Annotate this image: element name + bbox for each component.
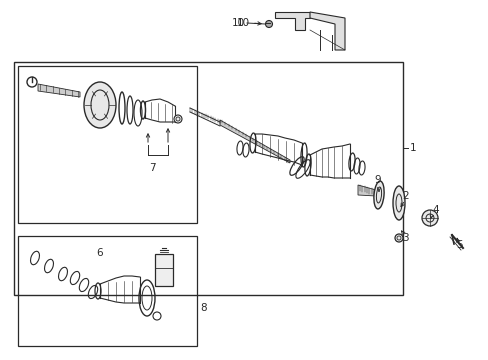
Polygon shape xyxy=(220,120,289,163)
Bar xyxy=(18,66,197,223)
Ellipse shape xyxy=(392,186,404,220)
Ellipse shape xyxy=(373,181,384,209)
Text: 3: 3 xyxy=(401,233,408,243)
Text: 5: 5 xyxy=(455,240,462,250)
Text: 8: 8 xyxy=(200,303,206,313)
Text: 7: 7 xyxy=(148,163,155,173)
Polygon shape xyxy=(274,12,309,30)
Bar xyxy=(18,236,197,346)
Text: 10: 10 xyxy=(236,18,249,28)
Ellipse shape xyxy=(84,82,116,128)
Circle shape xyxy=(421,210,437,226)
Polygon shape xyxy=(309,12,345,50)
Bar xyxy=(155,254,173,286)
Text: 6: 6 xyxy=(97,248,103,258)
Text: 1: 1 xyxy=(409,143,416,153)
Text: 9: 9 xyxy=(374,175,381,185)
Text: 2: 2 xyxy=(401,191,408,201)
Text: 10: 10 xyxy=(231,18,244,28)
Circle shape xyxy=(265,21,272,27)
Ellipse shape xyxy=(394,234,402,242)
Polygon shape xyxy=(357,185,375,196)
Text: 4: 4 xyxy=(431,205,438,215)
Bar xyxy=(14,62,402,295)
Polygon shape xyxy=(38,84,80,97)
Circle shape xyxy=(174,115,182,123)
